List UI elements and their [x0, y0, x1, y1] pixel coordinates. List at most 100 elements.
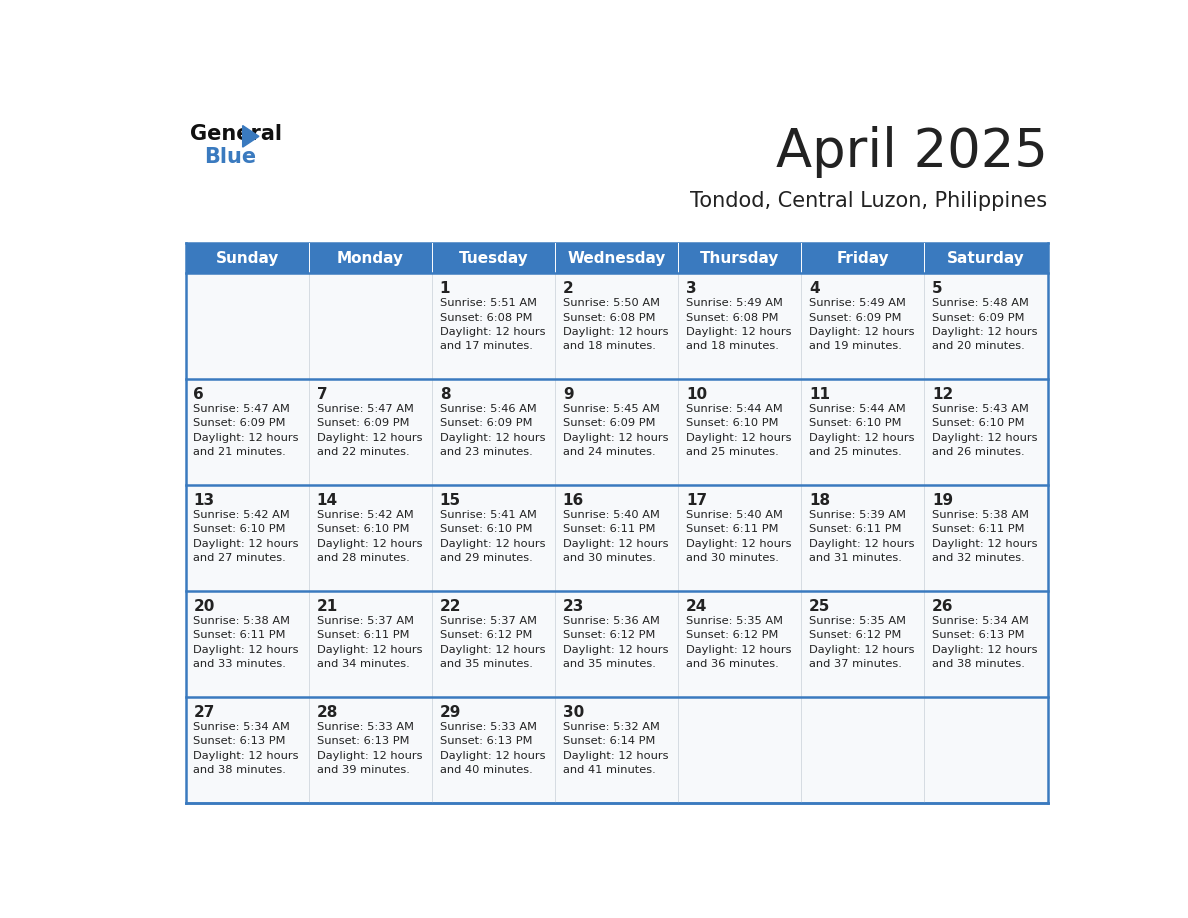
Text: Sunrise: 5:41 AM: Sunrise: 5:41 AM	[440, 509, 537, 520]
Text: 26: 26	[933, 599, 954, 614]
Text: Tondod, Central Luzon, Philippines: Tondod, Central Luzon, Philippines	[690, 191, 1048, 211]
Text: Sunrise: 5:37 AM: Sunrise: 5:37 AM	[440, 616, 537, 626]
Text: Daylight: 12 hours: Daylight: 12 hours	[316, 751, 422, 761]
Text: Daylight: 12 hours: Daylight: 12 hours	[933, 327, 1037, 337]
Text: Sunset: 6:09 PM: Sunset: 6:09 PM	[933, 312, 1024, 322]
Text: Sunrise: 5:38 AM: Sunrise: 5:38 AM	[933, 509, 1029, 520]
Text: and 26 minutes.: and 26 minutes.	[933, 447, 1025, 457]
Text: Saturday: Saturday	[947, 251, 1025, 265]
Text: Daylight: 12 hours: Daylight: 12 hours	[933, 433, 1037, 443]
Text: and 18 minutes.: and 18 minutes.	[685, 341, 779, 352]
Text: and 22 minutes.: and 22 minutes.	[316, 447, 409, 457]
Text: Sunrise: 5:50 AM: Sunrise: 5:50 AM	[563, 298, 659, 308]
Text: and 21 minutes.: and 21 minutes.	[194, 447, 286, 457]
Text: Daylight: 12 hours: Daylight: 12 hours	[563, 433, 669, 443]
Text: Sunset: 6:10 PM: Sunset: 6:10 PM	[316, 524, 409, 534]
Text: Daylight: 12 hours: Daylight: 12 hours	[685, 327, 791, 337]
Text: Daylight: 12 hours: Daylight: 12 hours	[440, 644, 545, 655]
Text: 19: 19	[933, 493, 953, 508]
Text: Sunset: 6:14 PM: Sunset: 6:14 PM	[563, 736, 655, 746]
Text: and 17 minutes.: and 17 minutes.	[440, 341, 532, 352]
Bar	[432, 274, 555, 379]
Bar	[801, 591, 924, 697]
Text: 2: 2	[563, 281, 574, 297]
Text: and 39 minutes.: and 39 minutes.	[316, 766, 410, 776]
Text: Daylight: 12 hours: Daylight: 12 hours	[316, 644, 422, 655]
Text: 17: 17	[685, 493, 707, 508]
Bar	[185, 242, 309, 274]
Text: Sunrise: 5:49 AM: Sunrise: 5:49 AM	[685, 298, 783, 308]
Bar	[555, 697, 678, 803]
Text: 7: 7	[316, 387, 327, 402]
Text: Daylight: 12 hours: Daylight: 12 hours	[563, 539, 669, 549]
Text: Daylight: 12 hours: Daylight: 12 hours	[563, 751, 669, 761]
Text: Daylight: 12 hours: Daylight: 12 hours	[194, 751, 299, 761]
Text: Thursday: Thursday	[700, 251, 779, 265]
Text: Daylight: 12 hours: Daylight: 12 hours	[194, 539, 299, 549]
Text: 21: 21	[316, 599, 337, 614]
Text: Sunset: 6:10 PM: Sunset: 6:10 PM	[933, 419, 1024, 429]
Bar	[309, 591, 432, 697]
Text: Sunset: 6:09 PM: Sunset: 6:09 PM	[194, 419, 286, 429]
Text: Sunrise: 5:51 AM: Sunrise: 5:51 AM	[440, 298, 537, 308]
Text: and 37 minutes.: and 37 minutes.	[809, 659, 902, 669]
Text: 27: 27	[194, 705, 215, 720]
Bar	[924, 274, 1048, 379]
Text: Sunset: 6:11 PM: Sunset: 6:11 PM	[194, 631, 286, 641]
Text: Sunset: 6:10 PM: Sunset: 6:10 PM	[685, 419, 778, 429]
Bar	[185, 486, 309, 591]
Text: and 30 minutes.: and 30 minutes.	[563, 554, 656, 564]
Text: Daylight: 12 hours: Daylight: 12 hours	[685, 644, 791, 655]
Text: Daylight: 12 hours: Daylight: 12 hours	[440, 751, 545, 761]
Bar	[924, 242, 1048, 274]
Text: and 20 minutes.: and 20 minutes.	[933, 341, 1025, 352]
Bar	[924, 379, 1048, 486]
Text: 11: 11	[809, 387, 830, 402]
Text: Sunrise: 5:33 AM: Sunrise: 5:33 AM	[440, 722, 537, 732]
Bar	[801, 486, 924, 591]
Text: 13: 13	[194, 493, 215, 508]
Text: Sunrise: 5:39 AM: Sunrise: 5:39 AM	[809, 509, 906, 520]
Text: Daylight: 12 hours: Daylight: 12 hours	[685, 539, 791, 549]
Text: 20: 20	[194, 599, 215, 614]
Text: Sunset: 6:11 PM: Sunset: 6:11 PM	[563, 524, 656, 534]
Text: and 35 minutes.: and 35 minutes.	[440, 659, 532, 669]
Bar	[185, 274, 309, 379]
Text: Sunset: 6:09 PM: Sunset: 6:09 PM	[809, 312, 902, 322]
Text: Sunrise: 5:38 AM: Sunrise: 5:38 AM	[194, 616, 290, 626]
Bar	[678, 274, 801, 379]
Text: and 19 minutes.: and 19 minutes.	[809, 341, 902, 352]
Text: Daylight: 12 hours: Daylight: 12 hours	[809, 644, 915, 655]
Text: and 36 minutes.: and 36 minutes.	[685, 659, 778, 669]
Bar	[678, 486, 801, 591]
Text: Tuesday: Tuesday	[459, 251, 529, 265]
Text: and 35 minutes.: and 35 minutes.	[563, 659, 656, 669]
Text: Blue: Blue	[204, 147, 257, 167]
Text: Sunrise: 5:34 AM: Sunrise: 5:34 AM	[933, 616, 1029, 626]
Text: 8: 8	[440, 387, 450, 402]
Bar	[432, 697, 555, 803]
Text: Sunset: 6:10 PM: Sunset: 6:10 PM	[809, 419, 902, 429]
Text: 16: 16	[563, 493, 584, 508]
Text: 6: 6	[194, 387, 204, 402]
Text: Sunset: 6:11 PM: Sunset: 6:11 PM	[933, 524, 1024, 534]
Text: Sunset: 6:08 PM: Sunset: 6:08 PM	[440, 312, 532, 322]
Text: Daylight: 12 hours: Daylight: 12 hours	[563, 327, 669, 337]
Text: 30: 30	[563, 705, 584, 720]
Text: Daylight: 12 hours: Daylight: 12 hours	[933, 644, 1037, 655]
Text: and 40 minutes.: and 40 minutes.	[440, 766, 532, 776]
Text: 1: 1	[440, 281, 450, 297]
Text: Sunrise: 5:40 AM: Sunrise: 5:40 AM	[685, 509, 783, 520]
Text: and 34 minutes.: and 34 minutes.	[316, 659, 410, 669]
Bar	[678, 242, 801, 274]
Text: Daylight: 12 hours: Daylight: 12 hours	[933, 539, 1037, 549]
Text: Daylight: 12 hours: Daylight: 12 hours	[563, 644, 669, 655]
Bar	[555, 379, 678, 486]
Text: and 29 minutes.: and 29 minutes.	[440, 554, 532, 564]
Text: Sunset: 6:12 PM: Sunset: 6:12 PM	[440, 631, 532, 641]
Text: Sunrise: 5:37 AM: Sunrise: 5:37 AM	[316, 616, 413, 626]
Text: Sunrise: 5:35 AM: Sunrise: 5:35 AM	[809, 616, 906, 626]
Bar	[309, 274, 432, 379]
Text: 23: 23	[563, 599, 584, 614]
Text: Sunset: 6:12 PM: Sunset: 6:12 PM	[685, 631, 778, 641]
